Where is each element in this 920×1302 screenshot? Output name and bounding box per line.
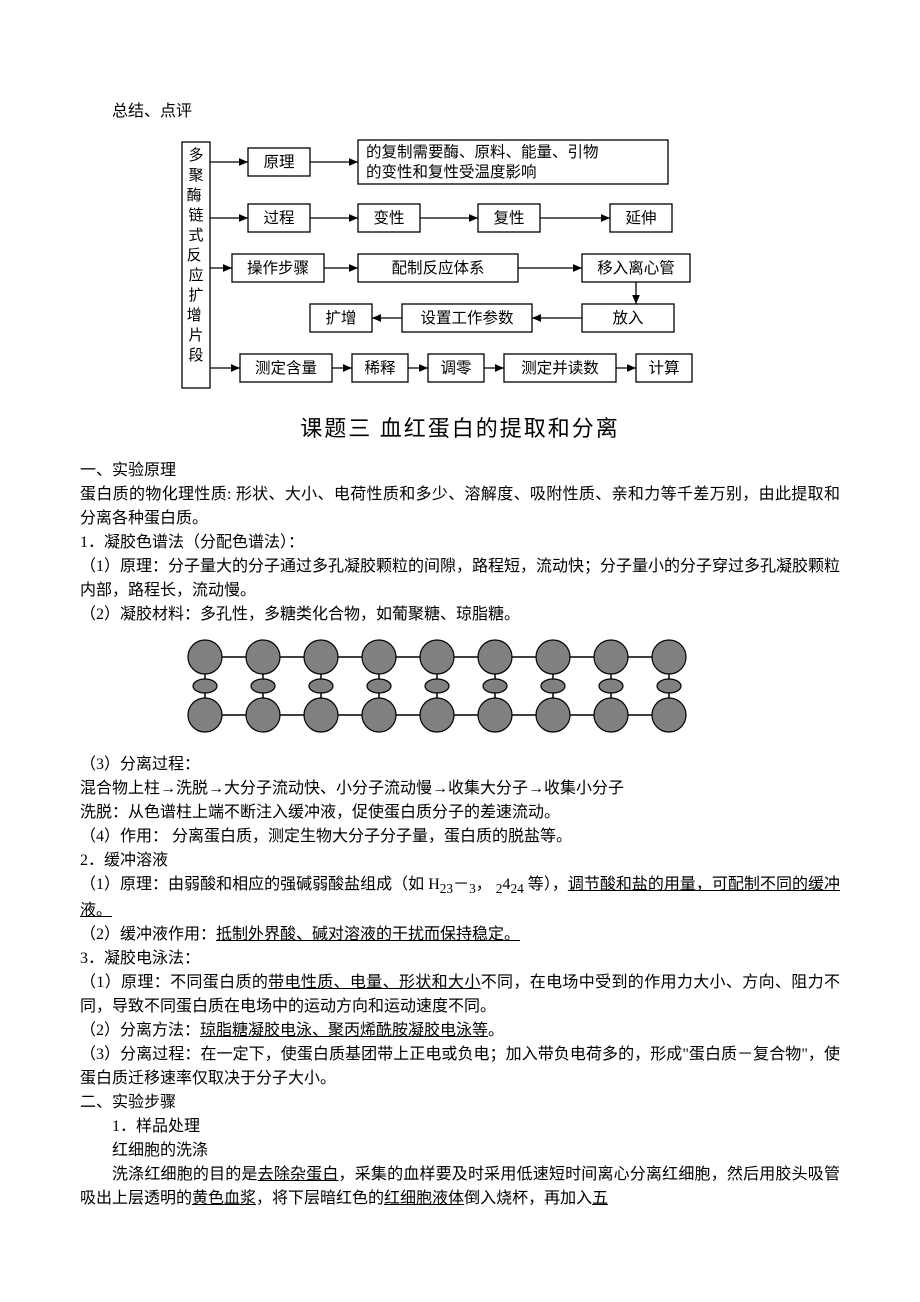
svg-text:放入: 放入 xyxy=(612,309,643,327)
svg-text:移入离心管: 移入离心管 xyxy=(597,259,675,277)
svg-text:测定并读数: 测定并读数 xyxy=(521,359,599,377)
sec1-intro: 蛋白质的物化理性质: 形状、大小、电荷性质和多少、溶解度、吸附性质、亲和力等千差… xyxy=(80,483,840,531)
svg-text:扩增: 扩增 xyxy=(325,309,356,327)
s1-1-4: （4）作用： 分离蛋白质，测定生物大分子分子量，蛋白质的脱盐等。 xyxy=(80,825,840,849)
s2-body: 洗涤红细胞的目的是去除杂蛋白，采集的血样要及时采用低速短时间离心分离红细胞，然后… xyxy=(80,1163,840,1211)
s1-2-1: （1）原理：由弱酸和相应的强碱弱酸盐组成（如 H23－3， 2424 等），调节… xyxy=(80,873,840,923)
s1-3-2: （2）分离方法：琼脂糖凝胶电泳、聚丙烯酰胺凝胶电泳等。 xyxy=(80,1019,840,1043)
s1-1-3-flow: 混合物上柱→洗脱→大分子流动快、小分子流动慢→收集大分子→收集小分子 xyxy=(80,777,840,801)
gel-bead-diagram xyxy=(170,635,750,745)
svg-text:延伸: 延伸 xyxy=(625,209,656,227)
section-1-head: 一、实验原理 xyxy=(80,459,840,483)
s1-2-2: （2）缓冲液作用：抵制外界酸、碱对溶液的干扰而保持稳定。 xyxy=(80,923,840,947)
s1-1-3-head: （3）分离过程： xyxy=(80,753,840,777)
svg-text:测定含量: 测定含量 xyxy=(255,359,317,377)
s1-3-head: 3．凝胶电泳法： xyxy=(80,947,840,971)
pcr-flowchart: 多聚酶 链式反 应扩增 片段 原理 的复制需要酶、原料、能量、引物 的变性和复性… xyxy=(180,134,740,402)
svg-text:变性: 变性 xyxy=(373,209,404,227)
svg-text:的变性和复性受温度影响: 的变性和复性受温度影响 xyxy=(366,163,537,181)
summary-heading: 总结、点评 xyxy=(80,100,840,124)
s2-rbc: 红细胞的洗涤 xyxy=(80,1139,840,1163)
svg-text:过程: 过程 xyxy=(263,209,294,227)
side-label: 多聚酶 链式反 应扩增 片段 xyxy=(187,147,206,364)
s1-3-1: （1）原理：不同蛋白质的带电性质、电量、形状和大小不同，在电场中受到的作用力大小… xyxy=(80,971,840,1019)
svg-text:复性: 复性 xyxy=(493,209,524,227)
topic-title: 课题三 血红蛋白的提取和分离 xyxy=(80,412,840,445)
svg-text:调零: 调零 xyxy=(440,359,472,377)
svg-text:设置工作参数: 设置工作参数 xyxy=(420,309,514,327)
s1-1-head: 1．凝胶色谱法（分配色谱法）： xyxy=(80,531,840,555)
section-2-head: 二、实验步骤 xyxy=(80,1091,840,1115)
svg-text:的复制需要酶、原料、能量、引物: 的复制需要酶、原料、能量、引物 xyxy=(366,143,599,161)
s1-1-2: （2）凝胶材料：多孔性，多糖类化合物，如葡聚糖、琼脂糖。 xyxy=(80,603,840,627)
svg-text:计算: 计算 xyxy=(648,358,679,377)
svg-text:稀释: 稀释 xyxy=(364,359,396,377)
s1-3-3: （3）分离过程：在一定下，使蛋白质基团带上正电或负电；加入带负电荷多的，形成"蛋… xyxy=(80,1043,840,1091)
svg-text:操作步骤: 操作步骤 xyxy=(247,259,309,277)
s2-1: 1．样品处理 xyxy=(80,1115,840,1139)
svg-text:原理: 原理 xyxy=(263,154,294,171)
s1-1-3-elute: 洗脱：从色谱柱上端不断注入缓冲液，促使蛋白质分子的差速流动。 xyxy=(80,801,840,825)
svg-text:配制反应体系: 配制反应体系 xyxy=(391,258,484,277)
s1-2-head: 2．缓冲溶液 xyxy=(80,849,840,873)
s1-1-1: （1）原理：分子量大的分子通过多孔凝胶颗粒的间隙，路程短，流动快；分子量小的分子… xyxy=(80,555,840,603)
